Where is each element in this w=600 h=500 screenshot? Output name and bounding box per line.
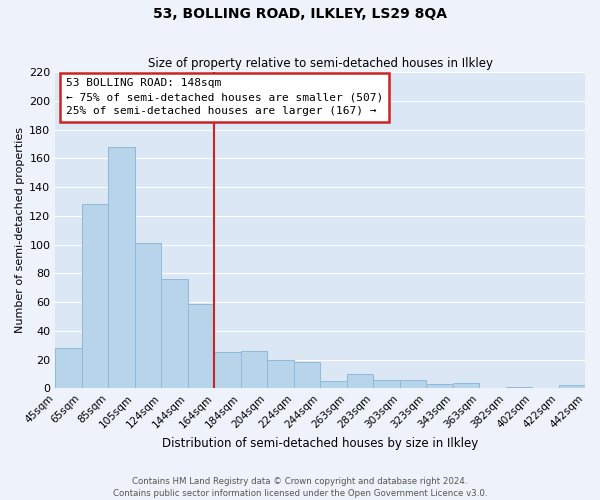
Text: 53, BOLLING ROAD, ILKLEY, LS29 8QA: 53, BOLLING ROAD, ILKLEY, LS29 8QA bbox=[153, 8, 447, 22]
Bar bbox=[347, 374, 373, 388]
Bar bbox=[426, 384, 452, 388]
Bar bbox=[108, 147, 135, 388]
Bar bbox=[452, 382, 479, 388]
Y-axis label: Number of semi-detached properties: Number of semi-detached properties bbox=[15, 127, 25, 333]
Bar bbox=[267, 360, 293, 388]
Bar bbox=[241, 351, 267, 389]
Bar bbox=[214, 352, 241, 388]
Bar bbox=[55, 348, 82, 389]
Bar bbox=[161, 279, 188, 388]
Bar bbox=[373, 380, 400, 388]
Text: Contains HM Land Registry data © Crown copyright and database right 2024.
Contai: Contains HM Land Registry data © Crown c… bbox=[113, 476, 487, 498]
Bar bbox=[559, 386, 585, 388]
Title: Size of property relative to semi-detached houses in Ilkley: Size of property relative to semi-detach… bbox=[148, 56, 493, 70]
Bar bbox=[506, 387, 532, 388]
Bar bbox=[188, 304, 214, 388]
X-axis label: Distribution of semi-detached houses by size in Ilkley: Distribution of semi-detached houses by … bbox=[162, 437, 478, 450]
Bar bbox=[293, 362, 320, 388]
Bar bbox=[400, 380, 426, 388]
Text: 53 BOLLING ROAD: 148sqm
← 75% of semi-detached houses are smaller (507)
25% of s: 53 BOLLING ROAD: 148sqm ← 75% of semi-de… bbox=[66, 78, 383, 116]
Bar bbox=[135, 243, 161, 388]
Bar bbox=[82, 204, 108, 388]
Bar bbox=[320, 381, 347, 388]
